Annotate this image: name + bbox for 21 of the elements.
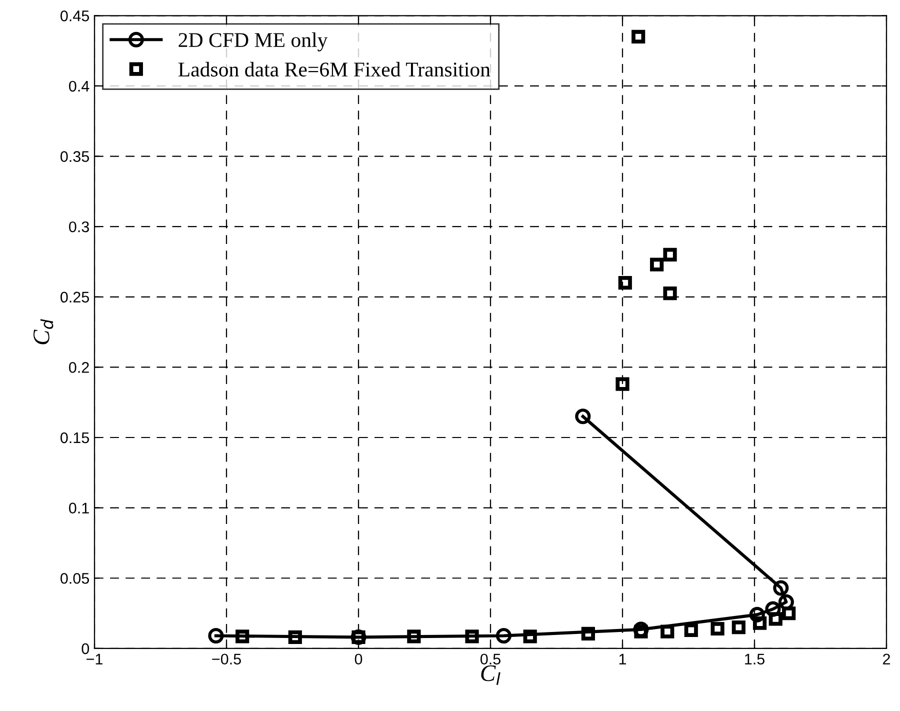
x-tick-label: 2 <box>883 654 890 664</box>
x-tick-label: 0.5 <box>480 654 500 665</box>
legend-label: Ladson data Re=6M Fixed Transition <box>178 62 490 77</box>
x-tick-label: 1.5 <box>745 654 764 665</box>
y-tick-label: 0.1 <box>69 502 89 514</box>
x-axis-title: C$_{l}$ <box>481 665 500 685</box>
y-axis-title: C$_{d}$ <box>34 319 54 344</box>
y-tick-label: 0.3 <box>69 221 89 232</box>
y-tick-label: 0.05 <box>60 572 89 584</box>
x-tick-label: 0 <box>354 654 362 665</box>
y-tick-label: 0.25 <box>60 292 89 303</box>
y-tick-label: 0.15 <box>60 432 89 444</box>
y-tick-label: 0.4 <box>69 80 90 92</box>
x-tick-label: 1 <box>619 654 626 664</box>
y-tick-label: 0.35 <box>60 151 89 162</box>
x-tick-label: −0.5 <box>212 654 241 665</box>
legend-label: 2D CFD ME only <box>178 32 328 52</box>
x-tick-label: −1 <box>86 654 102 664</box>
y-tick-label: 0.45 <box>60 10 89 22</box>
y-tick-label: 0 <box>82 643 90 654</box>
y-tick-label: 0.2 <box>69 362 89 373</box>
